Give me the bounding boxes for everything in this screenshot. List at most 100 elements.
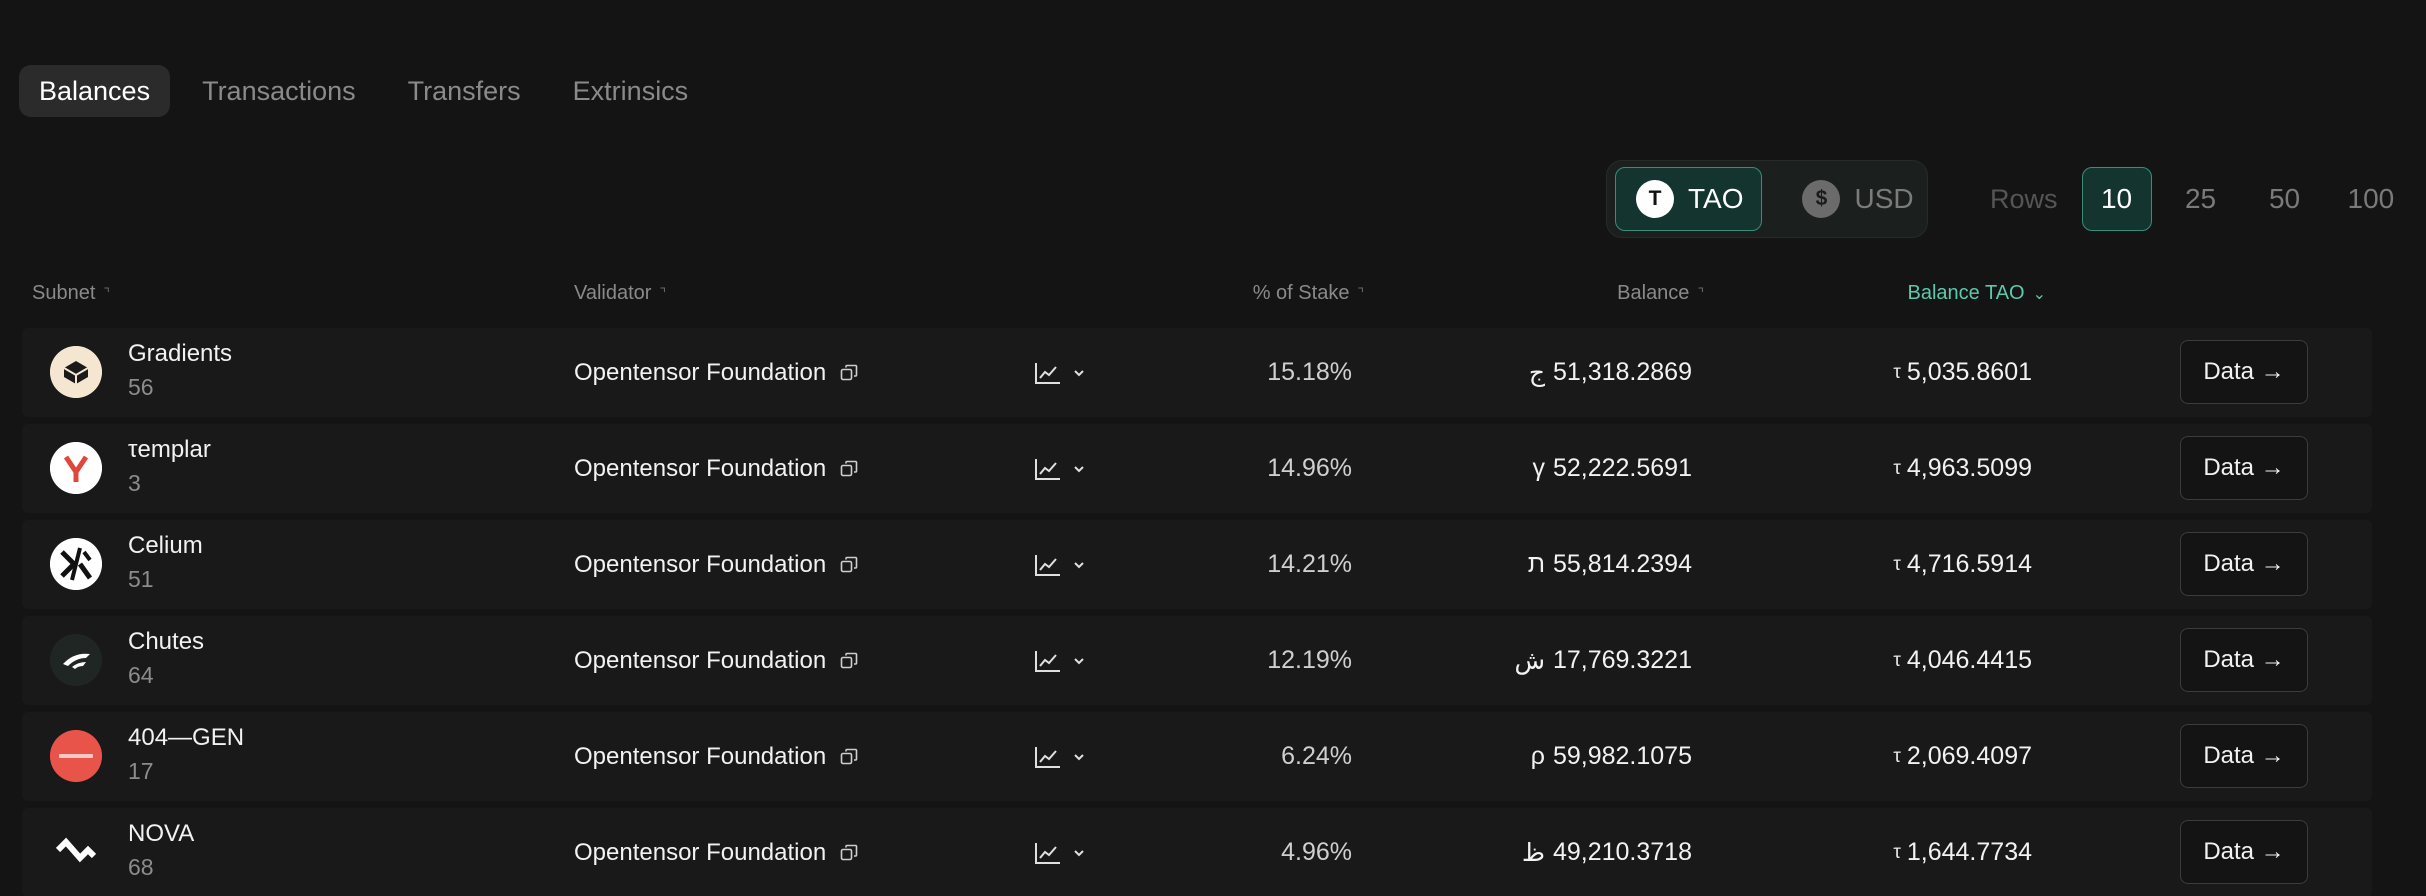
subnet-name[interactable]: 404—GEN <box>128 724 245 751</box>
currency-tao-button[interactable]: T TAO <box>1615 167 1763 231</box>
validator-cell: Opentensor Foundation <box>574 808 858 896</box>
subnet-netuid: 17 <box>128 758 154 784</box>
copy-icon[interactable] <box>840 748 858 766</box>
validator-cell: Opentensor Foundation <box>574 712 858 801</box>
validator-cell: Opentensor Foundation <box>574 520 858 609</box>
sort-icon: ⌝ <box>1697 285 1704 301</box>
validator-cell: Opentensor Foundation <box>574 424 858 513</box>
table-row[interactable]: τemplar 3 Opentensor Foundation 14.96% γ… <box>22 424 2372 513</box>
table-row[interactable]: NOVA 68 Opentensor Foundation 4.96% ظ 49… <box>22 808 2372 896</box>
data-button[interactable]: Data → <box>2180 340 2308 404</box>
balance-tao-value: τ 4,963.5099 <box>1893 424 2032 513</box>
tab-bar: Balances Transactions Transfers Extrinsi… <box>19 65 720 117</box>
line-chart-icon <box>1035 458 1060 480</box>
tao-symbol: τ <box>1893 649 1901 671</box>
data-button[interactable]: Data → <box>2180 628 2308 692</box>
subnet-netuid: 51 <box>128 566 154 592</box>
sort-icon: ⌝ <box>1357 285 1364 301</box>
chart-toggle[interactable] <box>1034 808 1086 896</box>
copy-icon[interactable] <box>840 652 858 670</box>
404gen-logo-icon <box>50 730 102 782</box>
tab-transfers[interactable]: Transfers <box>407 75 521 106</box>
data-button[interactable]: Data → <box>2180 820 2308 884</box>
nova-logo-icon <box>50 826 102 878</box>
templar-logo-icon <box>50 442 102 494</box>
balance-tao-value: τ 5,035.8601 <box>1893 328 2032 417</box>
line-chart-icon <box>1035 650 1060 672</box>
tab-balances[interactable]: Balances <box>19 65 171 117</box>
chart-toggle[interactable] <box>1034 712 1086 801</box>
chart-toggle[interactable] <box>1034 616 1086 705</box>
copy-icon[interactable] <box>840 460 858 478</box>
table-row[interactable]: Chutes 64 Opentensor Foundation 12.19% ش… <box>22 616 2372 705</box>
validator-name[interactable]: Opentensor Foundation <box>574 550 827 578</box>
stake-percent: 4.96% <box>1281 838 1352 866</box>
tao-symbol: τ <box>1893 745 1901 767</box>
subnet-netuid: 68 <box>128 854 154 880</box>
chart-toggle[interactable] <box>1034 424 1086 513</box>
validator-name[interactable]: Opentensor Foundation <box>574 742 827 770</box>
balance-tao-amount: 1,644.7734 <box>1906 838 2032 866</box>
chevron-down-icon <box>1074 849 1084 856</box>
copy-icon[interactable] <box>840 556 858 574</box>
table-row[interactable]: Gradients 56 Opentensor Foundation 15.18… <box>22 328 2372 417</box>
rows-option-10[interactable]: 10 <box>2081 167 2152 231</box>
balance-tao-amount: 5,035.8601 <box>1906 358 2032 386</box>
chevron-down-icon <box>1074 369 1084 376</box>
table-row[interactable]: 404—GEN 17 Opentensor Foundation 6.24% ρ… <box>22 712 2372 801</box>
copy-icon[interactable] <box>840 844 858 862</box>
data-button[interactable]: Data → <box>2180 724 2308 788</box>
validator-name[interactable]: Opentensor Foundation <box>574 454 827 482</box>
copy-icon[interactable] <box>840 364 858 382</box>
sort-icon: ⌝ <box>103 285 110 301</box>
subnet-token-symbol: ش <box>1514 646 1545 675</box>
rows-option-100[interactable]: 100 <box>2347 183 2395 214</box>
stake-percent: 12.19% <box>1267 646 1352 674</box>
table-body: Gradients 56 Opentensor Foundation 15.18… <box>22 328 2372 896</box>
table-row[interactable]: Celium 51 Opentensor Foundation 14.21% ת… <box>22 520 2372 609</box>
data-button[interactable]: Data → <box>2180 532 2308 596</box>
chevron-down-icon: ⌄ <box>2032 285 2046 303</box>
subnet-name[interactable]: Chutes <box>128 628 205 655</box>
subnet-token-symbol: ת <box>1527 550 1545 578</box>
celium-logo-icon <box>50 538 102 590</box>
currency-tao-label: TAO <box>1688 183 1744 214</box>
gradients-logo-icon <box>50 346 102 398</box>
validator-name[interactable]: Opentensor Foundation <box>574 838 827 866</box>
rows-option-25[interactable]: 25 <box>2184 183 2217 214</box>
column-header-balance-tao[interactable]: Balance TAO ⌄ <box>1907 282 2046 305</box>
validator-cell: Opentensor Foundation <box>574 328 858 417</box>
chevron-down-icon <box>1074 561 1084 568</box>
stake-percent: 6.24% <box>1281 742 1352 770</box>
balance-amount: 17,769.3221 <box>1552 646 1692 674</box>
validator-name[interactable]: Opentensor Foundation <box>574 646 827 674</box>
tab-extrinsics[interactable]: Extrinsics <box>572 75 689 106</box>
column-header-balance[interactable]: Balance ⌝ <box>1617 282 1704 305</box>
column-header-validator[interactable]: Validator ⌝ <box>574 282 666 305</box>
line-chart-icon <box>1035 554 1060 576</box>
balance-tao-amount: 4,046.4415 <box>1906 646 2032 674</box>
column-header-pct-stake[interactable]: % of Stake ⌝ <box>1253 282 1364 305</box>
balance-value: ת 55,814.2394 <box>1528 520 1692 609</box>
subnet-name[interactable]: Celium <box>128 532 203 559</box>
validator-name[interactable]: Opentensor Foundation <box>574 358 827 386</box>
balance-tao-amount: 2,069.4097 <box>1906 742 2032 770</box>
rows-option-50[interactable]: 50 <box>2268 183 2301 214</box>
currency-usd-button[interactable]: $ USD <box>1782 167 1931 231</box>
balance-tao-value: τ 4,716.5914 <box>1893 520 2032 609</box>
column-header-subnet[interactable]: Subnet ⌝ <box>32 282 110 305</box>
subnet-name[interactable]: NOVA <box>128 820 195 847</box>
data-button[interactable]: Data → <box>2180 436 2308 500</box>
tab-transactions[interactable]: Transactions <box>202 75 356 106</box>
subnet-name[interactable]: Gradients <box>128 340 233 367</box>
sort-icon: ⌝ <box>659 285 667 301</box>
subnet-netuid: 64 <box>128 662 154 688</box>
subnet-name[interactable]: τemplar <box>128 436 211 463</box>
column-header-label: Balance TAO <box>1907 282 2025 304</box>
subnet-token-symbol: γ <box>1532 454 1545 482</box>
balance-amount: 49,210.3718 <box>1552 838 1692 866</box>
chart-toggle[interactable] <box>1034 520 1086 609</box>
chart-toggle[interactable] <box>1034 328 1086 417</box>
rows-selector: Rows 10 25 50 100 <box>1990 167 2408 231</box>
column-header-label: Validator <box>574 282 652 304</box>
